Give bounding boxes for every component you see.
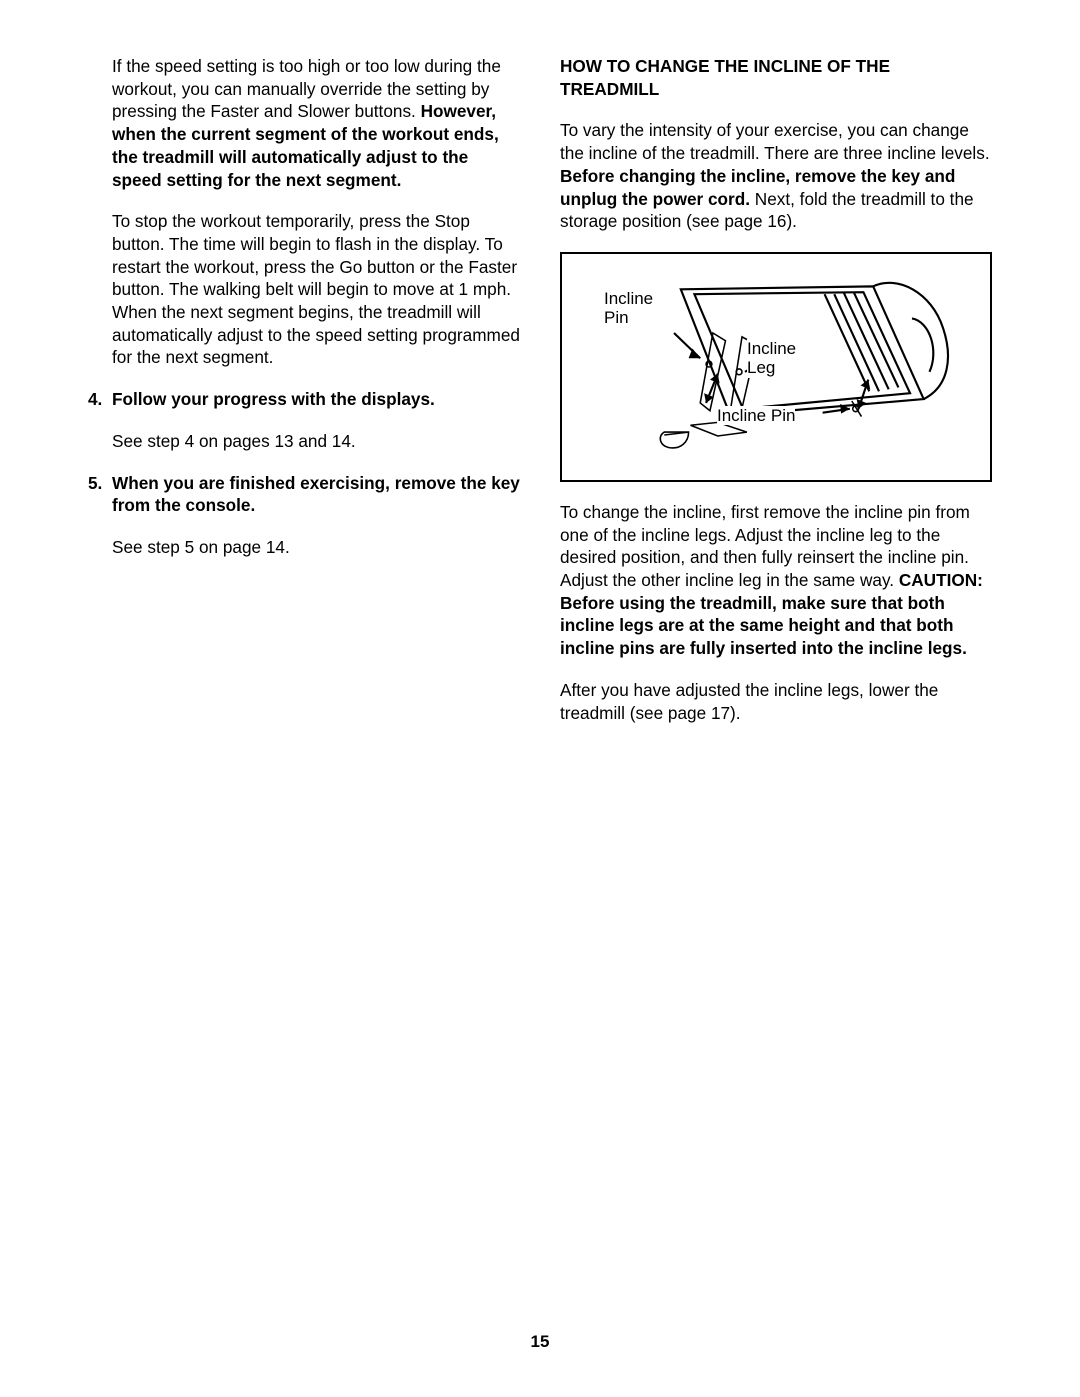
section-heading: HOW TO CHANGE THE INCLINE OF THE TREADMI… <box>560 55 992 100</box>
page-number: 15 <box>0 1332 1080 1352</box>
figure-label-incline-pin-left: Incline Pin <box>604 289 653 328</box>
incline-figure: Incline Pin Incline Leg Incline Pin <box>560 252 992 482</box>
step-4-body: See step 4 on pages 13 and 14. <box>88 430 520 453</box>
step-5-title: When you are finished exercising, remove… <box>112 472 520 517</box>
step-5-body: See step 5 on page 14. <box>88 536 520 559</box>
left-column: If the speed setting is too high or too … <box>88 55 520 743</box>
left-paragraph-1: If the speed setting is too high or too … <box>88 55 520 191</box>
step-4-title: Follow your progress with the displays. <box>112 388 520 411</box>
right-p1-a: To vary the intensity of your exercise, … <box>560 120 990 163</box>
manual-page: If the speed setting is too high or too … <box>0 0 1080 1397</box>
left-paragraph-2: To stop the workout temporarily, press t… <box>88 210 520 369</box>
step-5-heading: 5. When you are finished exercising, rem… <box>88 472 520 517</box>
step-4-number: 4. <box>88 388 112 411</box>
right-paragraph-2: To change the incline, first remove the … <box>560 501 992 660</box>
right-column: HOW TO CHANGE THE INCLINE OF THE TREADMI… <box>560 55 992 743</box>
two-column-layout: If the speed setting is too high or too … <box>0 0 1080 743</box>
step-4-heading: 4. Follow your progress with the display… <box>88 388 520 411</box>
figure-label-incline-leg: Incline Leg <box>747 339 796 378</box>
right-paragraph-3: After you have adjusted the incline legs… <box>560 679 992 724</box>
figure-label-incline-pin-right: Incline Pin <box>717 406 795 426</box>
right-paragraph-1: To vary the intensity of your exercise, … <box>560 119 992 233</box>
step-5-number: 5. <box>88 472 112 517</box>
